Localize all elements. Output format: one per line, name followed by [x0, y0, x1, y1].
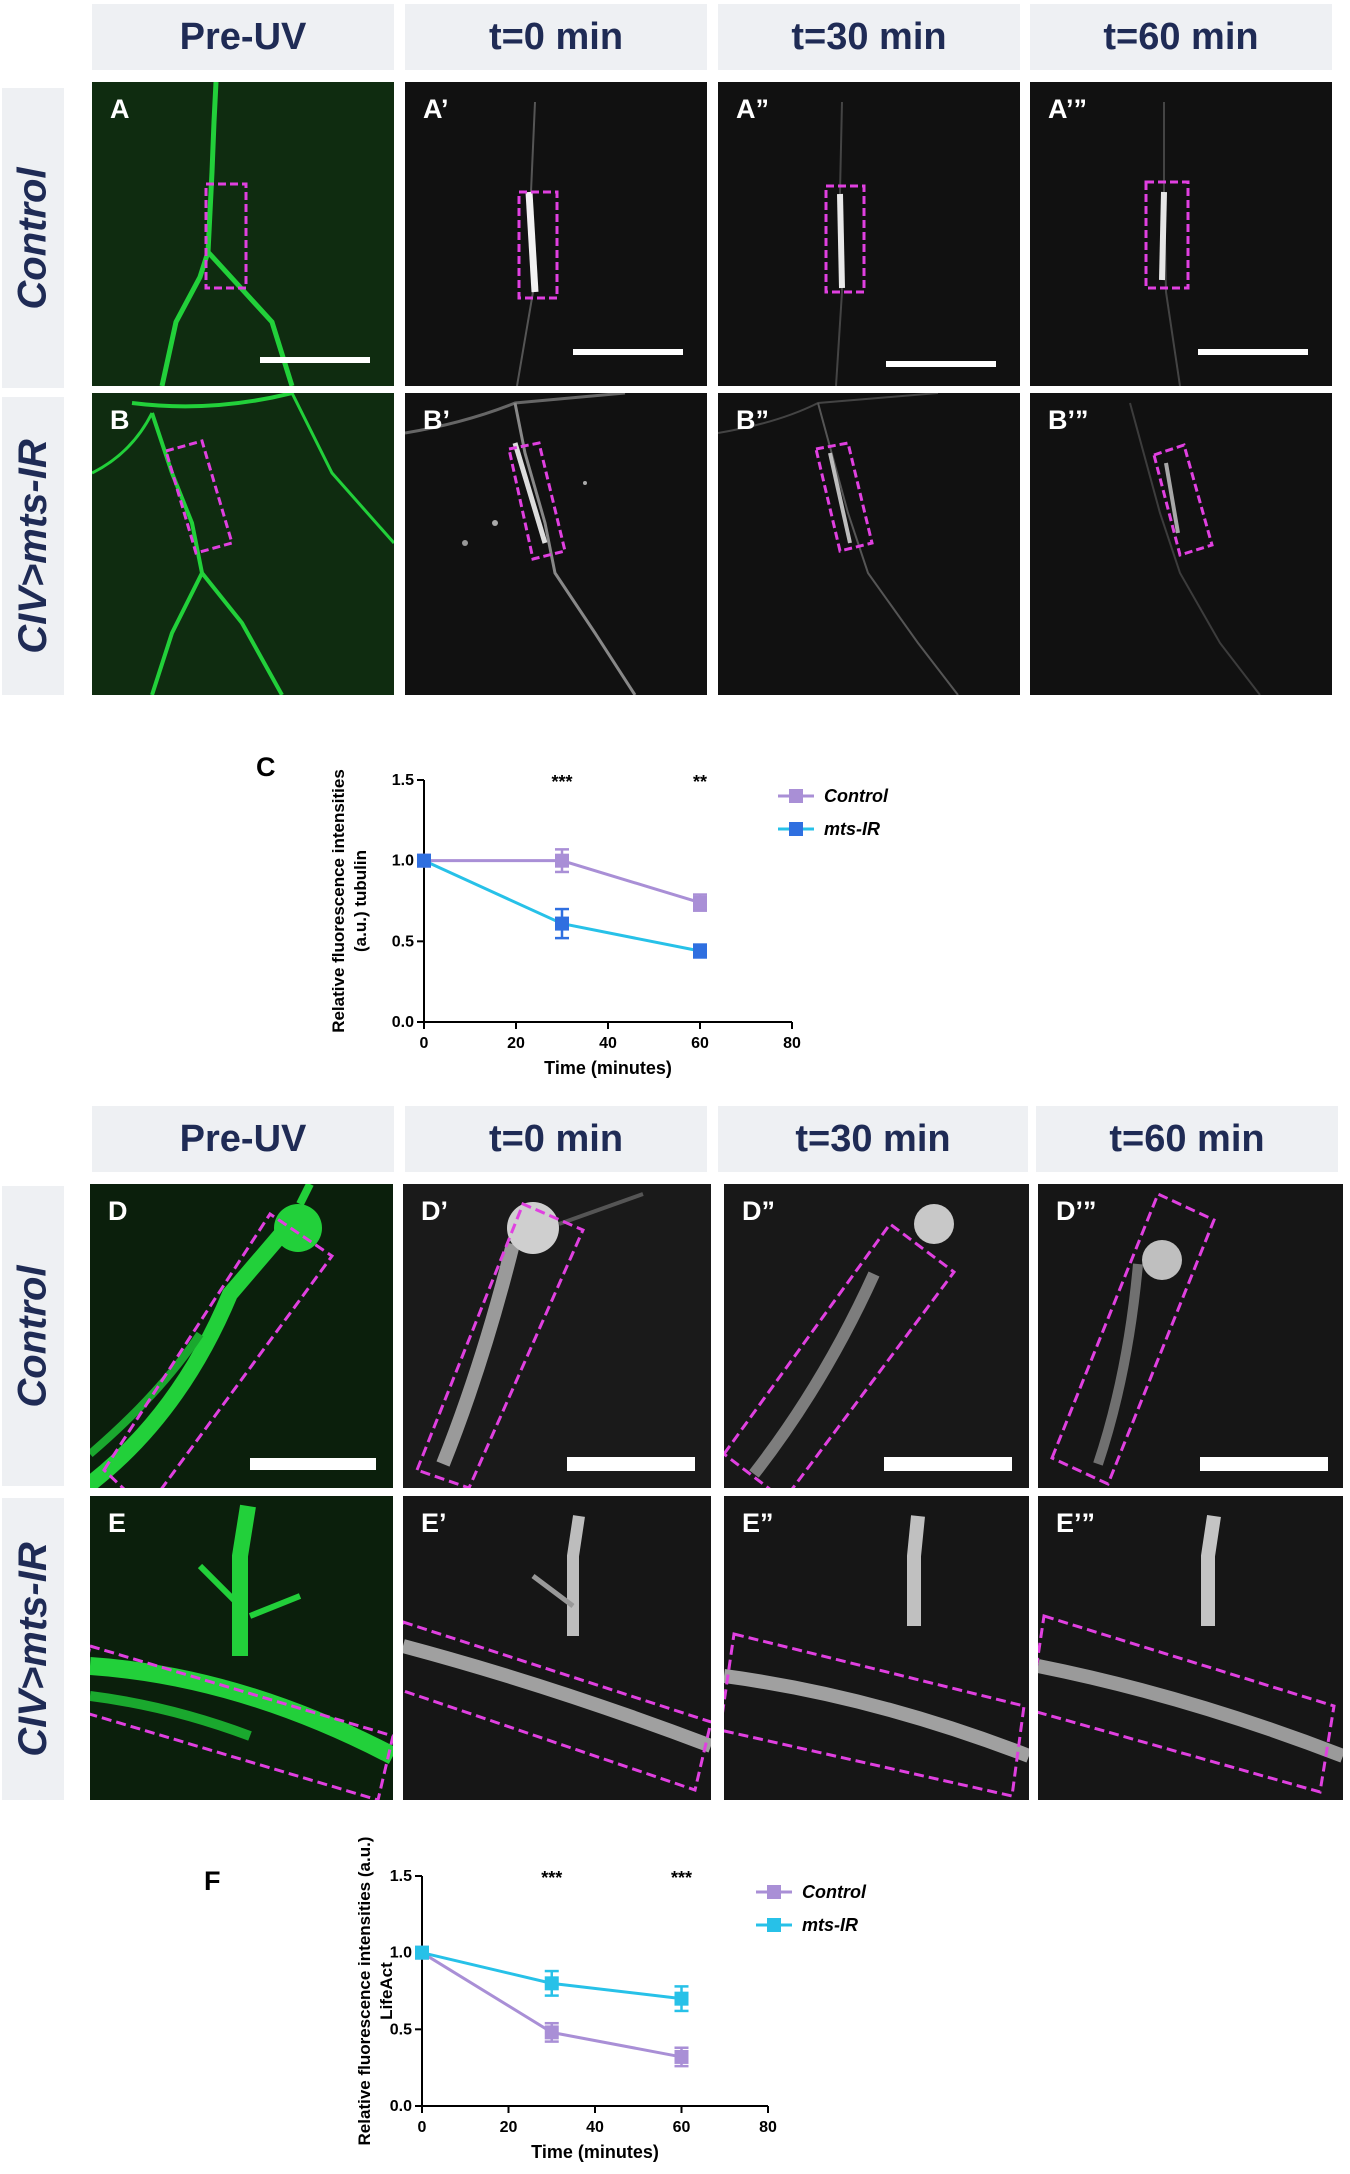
row-label-control-top: Control — [2, 88, 64, 388]
panel-d-t0: D’ — [403, 1184, 711, 1488]
x-tick-label: 0 — [420, 1035, 429, 1052]
panel-label: A — [110, 94, 130, 124]
legend-marker — [767, 1918, 781, 1932]
row-label-text: Control — [10, 1264, 55, 1408]
x-tick-label: 40 — [586, 2119, 604, 2136]
panel-e-t30: E” — [724, 1496, 1029, 1800]
legend-label: Control — [824, 786, 889, 806]
header-t0: t=0 min — [405, 1106, 707, 1172]
row-label-text: CIV>mts-IR — [10, 1541, 55, 1757]
panel-e-pre-uv: E — [90, 1496, 393, 1800]
row-label-text: CIV>mts-IR — [10, 438, 55, 654]
header-pre-uv: Pre-UV — [92, 1106, 394, 1172]
panel-label: E’ — [421, 1508, 447, 1538]
panel-d-t30: D” — [724, 1184, 1029, 1488]
y-tick-label: 0.5 — [390, 2021, 412, 2038]
header-t30: t=30 min — [718, 1106, 1028, 1172]
legend-marker — [767, 1885, 781, 1899]
panel-b-t30: B” — [718, 393, 1020, 695]
panel-a-t60: A’” — [1030, 82, 1332, 386]
data-point — [693, 944, 707, 959]
x-tick-label: 20 — [507, 1035, 525, 1052]
data-point — [674, 1991, 689, 2006]
panel-e-t60: E’” — [1038, 1496, 1343, 1800]
data-point — [555, 853, 569, 868]
x-tick-label: 80 — [783, 1035, 801, 1052]
legend-label: mts-IR — [824, 819, 880, 839]
data-point — [555, 916, 569, 931]
y-tick-label: 0.0 — [392, 1014, 414, 1031]
data-point — [674, 2049, 689, 2064]
y-axis-label: (a.u.) tubulin — [351, 850, 370, 952]
panel-b-pre-uv: B — [92, 393, 394, 695]
panel-e-t0: E’ — [403, 1496, 711, 1800]
data-point — [415, 1945, 429, 1960]
y-axis-label: Relative fluorescence intensities — [329, 769, 348, 1033]
x-tick-label: 40 — [599, 1035, 617, 1052]
header-t60: t=60 min — [1036, 1106, 1338, 1172]
panel-label: E — [108, 1508, 127, 1538]
panel-letter-f: F — [204, 1866, 221, 1896]
y-axis-label: LifeAct — [377, 1962, 396, 2020]
data-point — [417, 853, 431, 868]
panel-label: D — [108, 1196, 128, 1226]
header-t0: t=0 min — [405, 4, 707, 70]
panel-a-t0: A’ — [405, 82, 707, 386]
x-tick-label: 20 — [500, 2119, 518, 2136]
significance-label: ** — [693, 772, 707, 792]
panel-d-t60: D’” — [1038, 1184, 1343, 1488]
significance-label: *** — [541, 1868, 562, 1888]
y-tick-label: 0.5 — [392, 933, 414, 950]
panel-a-pre-uv: A — [92, 82, 394, 386]
y-tick-label: 1.5 — [392, 772, 414, 789]
panel-label: A’” — [1048, 94, 1088, 124]
x-tick-label: 0 — [418, 2119, 427, 2136]
chart-c-tubulin: 0.0 0.5 1.0 1.5 0 20 40 60 80 Time (minutes) Relat… — [329, 769, 889, 1078]
legend-marker — [789, 822, 803, 836]
panel-b-t0: B’ — [405, 393, 707, 695]
panel-label: A” — [736, 94, 769, 124]
y-tick-label: 1.0 — [392, 853, 414, 870]
x-tick-label: 60 — [691, 1035, 709, 1052]
panel-label: D” — [742, 1196, 775, 1226]
panel-letter-c: C — [256, 752, 276, 782]
y-tick-label: 1.5 — [390, 1868, 412, 1885]
legend-marker — [789, 789, 803, 803]
y-tick-label: 0.0 — [390, 2098, 412, 2115]
panel-label: B” — [736, 405, 769, 435]
panel-label: A’ — [423, 94, 449, 124]
panel-label: B’” — [1048, 405, 1089, 435]
x-axis-label: Time (minutes) — [531, 2142, 659, 2162]
x-axis-label: Time (minutes) — [544, 1058, 672, 1078]
row-label-control-bottom: Control — [2, 1186, 64, 1486]
x-tick-label: 80 — [759, 2119, 777, 2136]
legend-label: Control — [802, 1882, 867, 1902]
significance-label: *** — [671, 1868, 692, 1888]
data-point — [544, 1976, 559, 1991]
row-label-text: Control — [10, 166, 55, 310]
panel-label: B’ — [423, 405, 450, 435]
legend-label: mts-IR — [802, 1915, 858, 1935]
header-t60: t=60 min — [1030, 4, 1332, 70]
significance-label: *** — [551, 772, 572, 792]
y-axis-label: Relative fluorescence intensities (a.u.) — [355, 1837, 374, 2146]
panel-a-t30: A” — [718, 82, 1020, 386]
header-pre-uv: Pre-UV — [92, 4, 394, 70]
panel-label: E’” — [1056, 1508, 1096, 1538]
row-label-mts-bottom: CIV>mts-IR — [2, 1498, 64, 1800]
row-label-mts-top: CIV>mts-IR — [2, 397, 64, 695]
chart-f-lifeact: 0.0 0.5 1.0 1.5 0 20 40 60 80 Time (minutes) Relat… — [355, 1837, 867, 2162]
x-tick-label: 60 — [673, 2119, 691, 2136]
panel-label: D’ — [421, 1196, 448, 1226]
y-tick-label: 1.0 — [390, 1945, 412, 1962]
data-point — [693, 895, 707, 910]
panel-label: B — [110, 405, 130, 435]
data-point — [544, 2025, 559, 2040]
header-t30: t=30 min — [718, 4, 1020, 70]
panel-label: E” — [742, 1508, 774, 1538]
panel-d-pre-uv: D — [90, 1184, 393, 1488]
panel-label: D’” — [1056, 1196, 1097, 1226]
panel-b-t60: B’” — [1030, 393, 1332, 695]
